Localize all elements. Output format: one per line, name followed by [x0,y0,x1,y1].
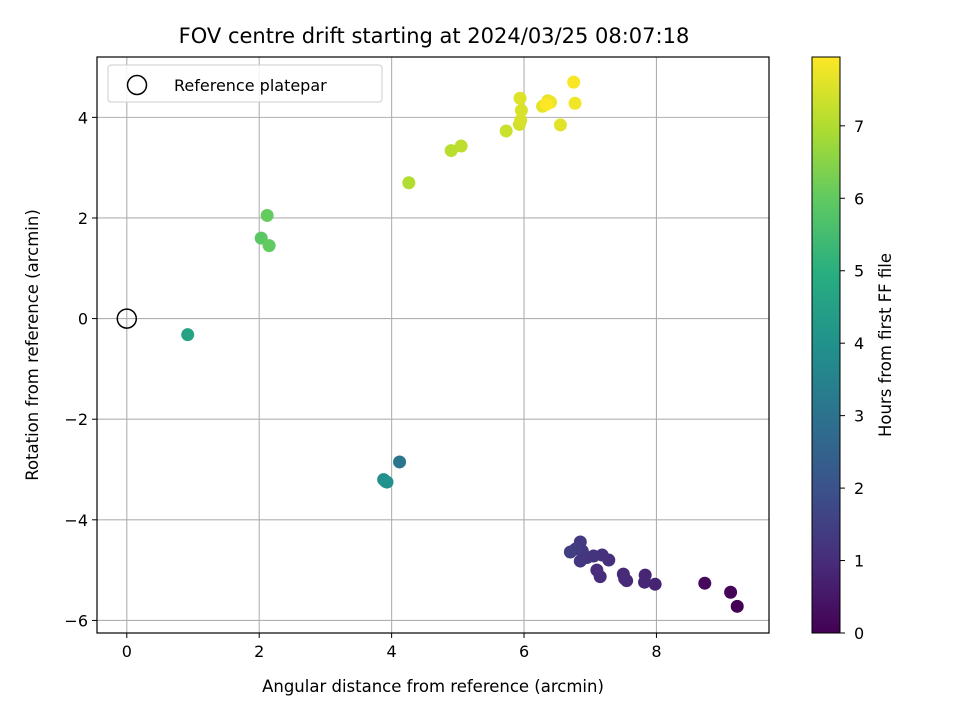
colorbar: 0 1 2 3 4 5 6 7 Hours from first FF file [811,56,895,643]
data-point [499,124,513,138]
data-points [116,75,744,613]
data-point [730,599,744,613]
plot-area-frame [96,56,770,634]
data-point [698,576,712,590]
y-tick-label: −4 [64,511,88,530]
reference-point-marker [116,308,138,329]
x-tick-label: 8 [651,642,661,661]
legend: Reference platepar [107,64,383,103]
colorbar-tick-label: 7 [854,117,864,136]
data-point [454,139,468,153]
colorbar-tick-label: 6 [854,189,864,208]
colorbar-gradient [811,56,841,634]
data-point [568,96,582,110]
colorbar-ticks: 0 1 2 3 4 5 6 7 [840,117,864,643]
data-point [514,113,528,127]
data-point [553,118,567,132]
colorbar-tick-label: 4 [854,334,864,353]
data-point [567,75,581,89]
colorbar-tick-label: 1 [854,552,864,571]
data-point [648,577,662,591]
legend-marker-reference [126,74,148,96]
x-tick-label: 2 [254,642,264,661]
x-axis-label: Angular distance from reference (arcmin) [262,677,604,696]
x-tick-label: 4 [387,642,397,661]
data-point [638,575,652,589]
colorbar-tick-label: 2 [854,479,864,498]
data-point [379,475,393,489]
colorbar-tick-label: 0 [854,624,864,643]
data-point [402,176,416,190]
colorbar-label: Hours from first FF file [876,253,895,437]
data-point [444,144,458,158]
data-point [393,455,407,469]
data-point [513,91,527,105]
colorbar-tick-label: 3 [854,407,864,426]
data-point [573,554,587,568]
chart-title: FOV centre drift starting at 2024/03/25 … [179,24,690,48]
legend-entry-reference: Reference platepar [174,76,327,95]
colorbar-tick-label: 5 [854,262,864,281]
data-point [724,585,738,599]
legend-box [107,64,383,103]
y-tick-label: 0 [78,310,88,329]
axis-ticks: 0 2 4 6 8 −6 −4 −2 0 2 4 [64,108,661,661]
data-point [563,545,577,559]
data-point [618,572,632,586]
x-tick-label: 0 [122,642,132,661]
data-point [590,563,604,577]
y-tick-label: −6 [64,611,88,630]
grid-lines [97,57,769,633]
data-point [540,97,554,111]
data-point [181,328,195,342]
y-tick-label: −2 [64,410,88,429]
y-tick-label: 2 [78,209,88,228]
data-point [262,239,276,253]
data-point [260,208,274,222]
x-tick-label: 6 [519,642,529,661]
data-point [514,103,528,117]
y-axis-label: Rotation from reference (arcmin) [23,209,42,481]
y-tick-label: 4 [78,108,88,127]
